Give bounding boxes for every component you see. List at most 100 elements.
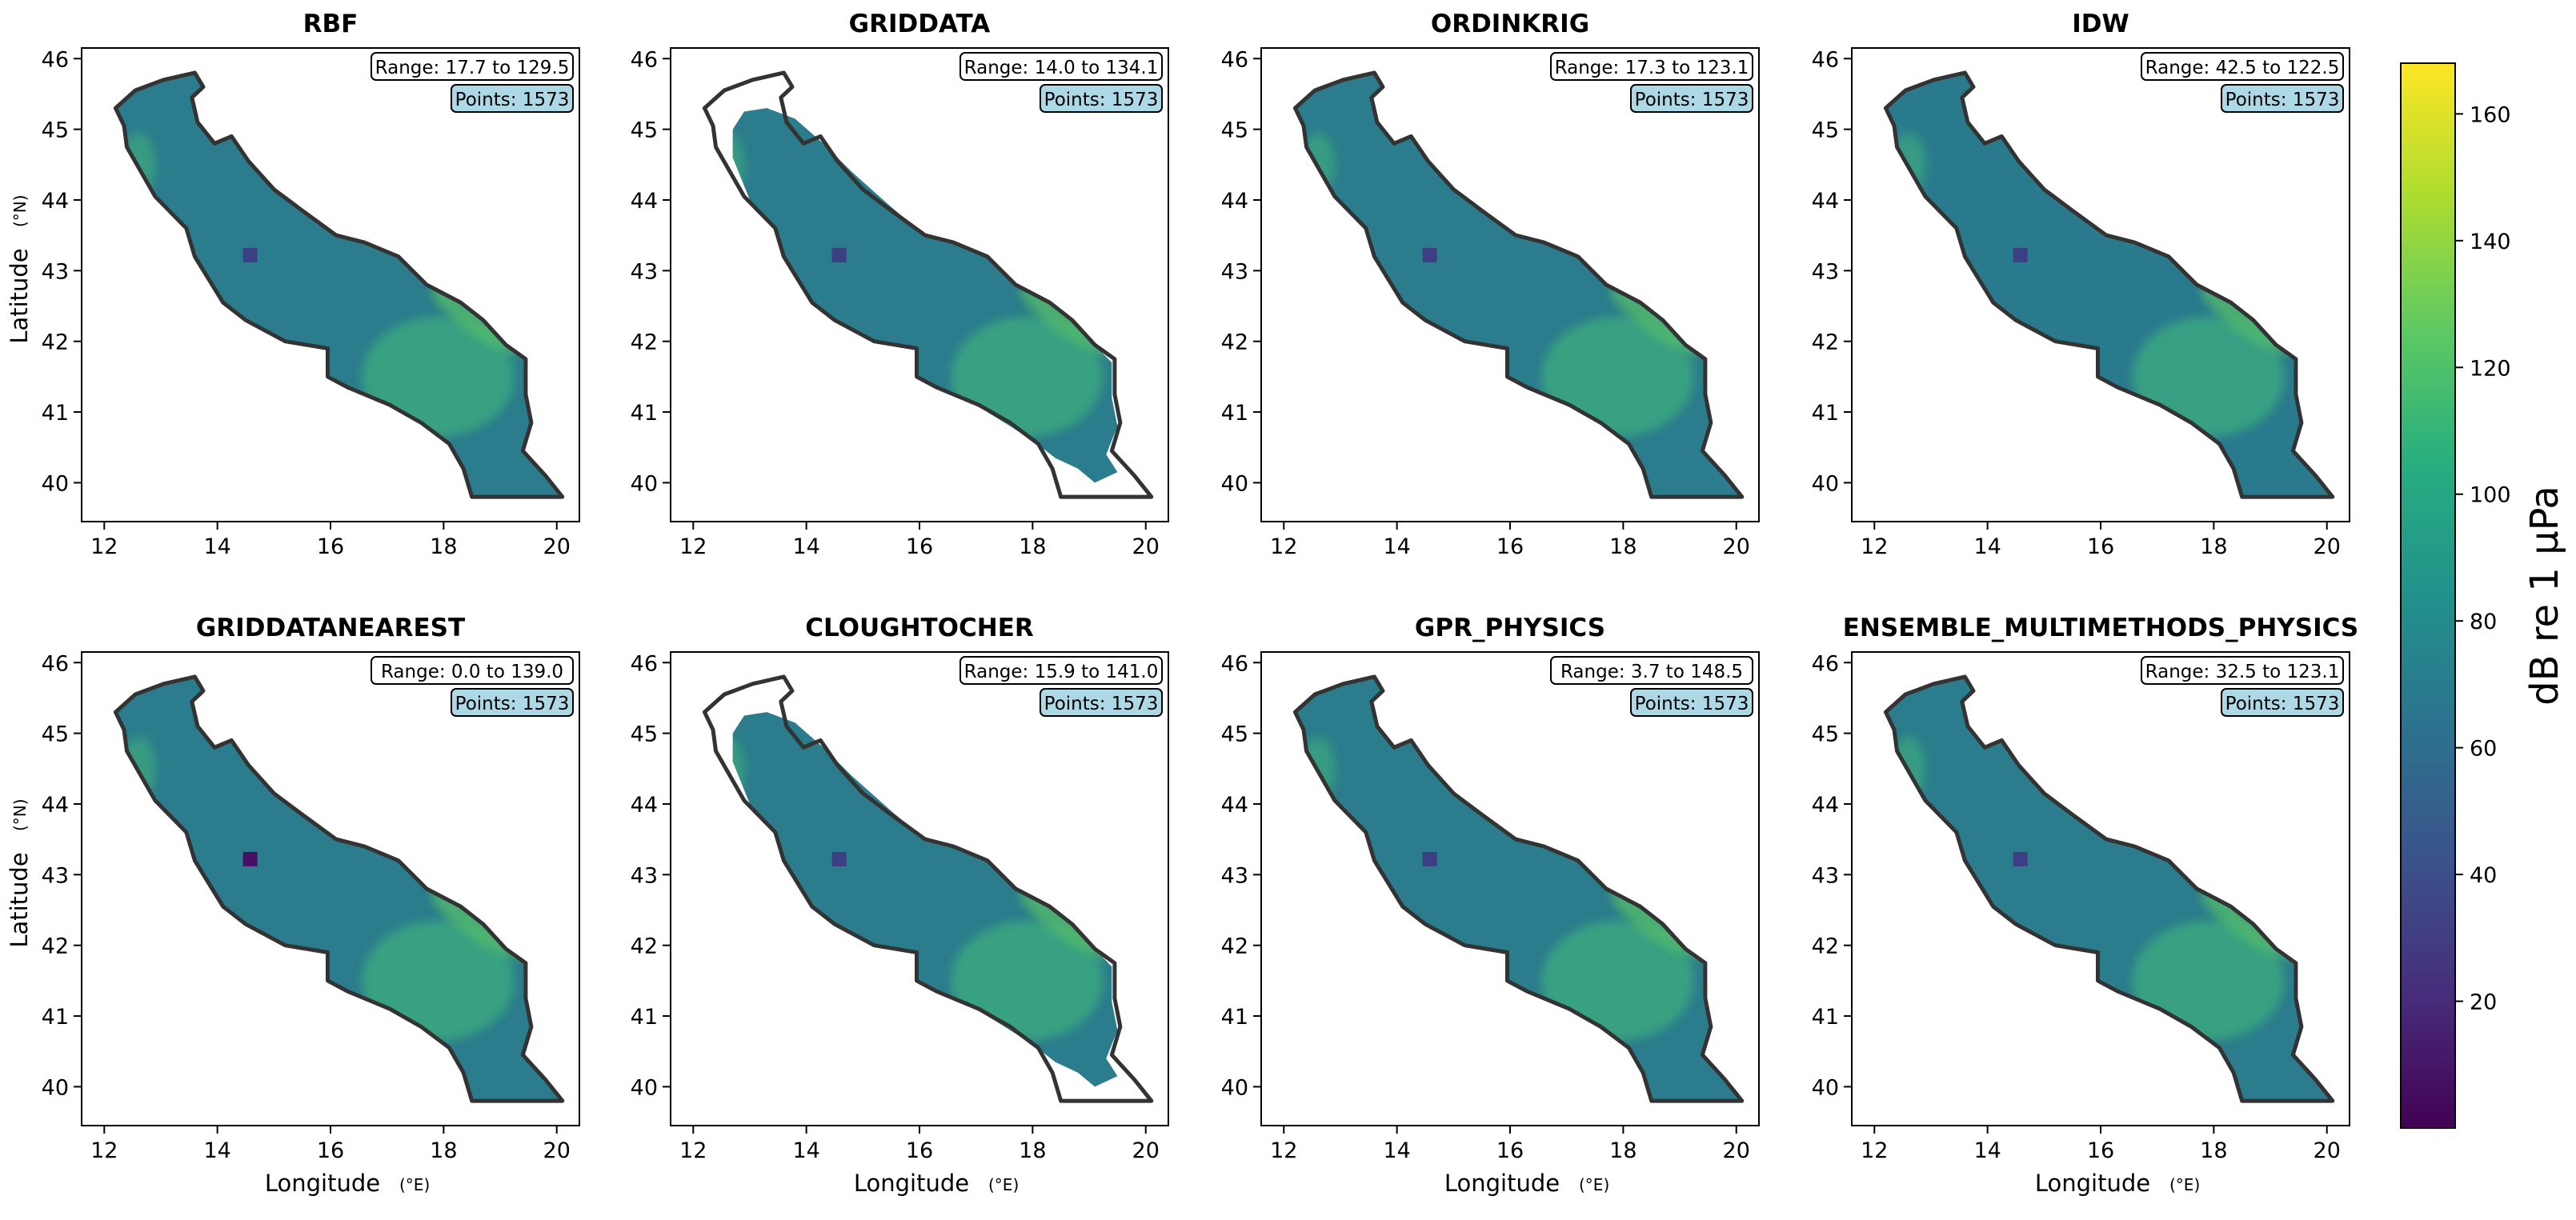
x-axis-unit: (°E) — [1579, 1175, 1609, 1194]
y-tick-label: 46 — [1812, 651, 1839, 676]
x-tick-label: 14 — [1383, 534, 1410, 559]
range-box-bg — [371, 52, 574, 81]
x-tick-label: 18 — [1609, 1138, 1637, 1163]
field-base — [1885, 72, 2333, 498]
y-tick-label: 41 — [1812, 401, 1839, 426]
x-tick-label: 20 — [543, 534, 571, 559]
x-tick-label: 12 — [1861, 1138, 1888, 1163]
y-tick-label: 44 — [1221, 189, 1248, 214]
y-tick-label: 40 — [631, 471, 658, 496]
y-tick-label: 45 — [42, 722, 69, 747]
y-tick-label: 42 — [1812, 330, 1839, 355]
y-tick-label: 40 — [1221, 471, 1248, 496]
x-axis-label-text: Longitude — [2035, 1170, 2150, 1197]
x-tick-label: 18 — [2200, 534, 2227, 559]
y-tick-label: 43 — [631, 863, 658, 888]
colorbar-gradient — [2400, 62, 2456, 1129]
x-axis-label-text: Longitude — [854, 1170, 969, 1197]
colorbar: 20 40 60 80 100 120 140 160 dB re 1 μPa — [2400, 62, 2567, 1129]
x-tick-label: 14 — [203, 534, 230, 559]
x-tick-label: 16 — [1496, 1138, 1524, 1163]
y-tick-label: 41 — [42, 401, 69, 426]
y-tick-label: 46 — [631, 47, 658, 72]
y-tick-label: 44 — [1812, 189, 1839, 214]
heatmap-field — [1295, 72, 1742, 498]
y-tick-label: 42 — [1812, 934, 1839, 959]
y-tick-label: 45 — [631, 118, 658, 143]
points-box: Points: 1573 — [1630, 688, 1753, 717]
field-low-spot — [242, 247, 258, 262]
x-axis-label: Longitude (°E) — [1444, 1170, 1609, 1197]
colorbar-tick-label: 20 — [2470, 990, 2497, 1015]
y-tick-label: 45 — [631, 722, 658, 747]
field-base — [115, 676, 563, 1102]
field-high-lobe — [2132, 316, 2285, 437]
y-tick-label: 46 — [631, 651, 658, 676]
x-axis-label-text: Longitude — [1444, 1170, 1560, 1197]
field-low-spot — [2013, 851, 2028, 866]
range-box-bg — [371, 656, 574, 685]
y-tick-label: 42 — [631, 330, 658, 355]
field-high-lobe — [951, 920, 1104, 1041]
y-tick-label: 42 — [42, 330, 69, 355]
field-base — [732, 108, 1118, 483]
field-low-spot — [1422, 247, 1437, 262]
x-tick-label: 18 — [1019, 1138, 1046, 1163]
points-text: Points: 1573 — [1044, 694, 1159, 714]
x-tick-label: 14 — [203, 1138, 230, 1163]
points-box: Points: 1573 — [1630, 84, 1753, 113]
y-axis-label: Latitude (°N) — [6, 194, 33, 343]
heatmap-field — [1885, 676, 2333, 1102]
x-tick-label: 12 — [1861, 534, 1888, 559]
range-text: Range: 32.5 to 123.1 — [2145, 662, 2340, 682]
field-low-spot — [831, 851, 847, 866]
range-box-bg — [1550, 656, 1753, 685]
y-tick-label: 45 — [1812, 118, 1839, 143]
range-text: Range: 42.5 to 122.5 — [2145, 58, 2340, 78]
range-box-bg — [2141, 656, 2344, 685]
points-box-bg — [1040, 84, 1163, 113]
x-tick-label: 16 — [906, 1138, 933, 1163]
range-text: Range: 0.0 to 139.0 — [381, 662, 563, 682]
x-tick-label: 16 — [317, 1138, 344, 1163]
points-box: Points: 1573 — [451, 84, 574, 113]
y-tick-label: 44 — [42, 189, 69, 214]
points-text: Points: 1573 — [1635, 694, 1749, 714]
y-axis-label: Latitude (°N) — [6, 798, 33, 947]
points-text: Points: 1573 — [1635, 90, 1749, 110]
y-tick-label: 46 — [1221, 651, 1248, 676]
range-box-bg — [1550, 52, 1753, 81]
y-tick-label: 45 — [1221, 722, 1248, 747]
points-box: Points: 1573 — [2221, 84, 2344, 113]
range-box-bg — [2141, 52, 2344, 81]
x-tick-label: 18 — [430, 1138, 457, 1163]
x-tick-label: 14 — [1383, 1138, 1410, 1163]
x-tick-label: 16 — [2087, 534, 2114, 559]
y-tick-label: 40 — [1221, 1075, 1248, 1100]
y-axis-label-text: Latitude — [6, 248, 33, 343]
subplot-idw: 12 14 16 18 20 40 41 42 43 44 45 46 IDW Range: 42.5 t… — [1812, 10, 2350, 559]
subplot-ensemble-multimethods-physics: 12 14 16 18 20 40 41 42 43 44 45 46ENSEMBLE_MULTIME… — [1812, 614, 2359, 1197]
y-tick-label: 46 — [1221, 47, 1248, 72]
points-box: Points: 1573 — [1040, 688, 1163, 717]
x-axis-unit: (°E) — [2169, 1175, 2200, 1194]
y-tick-label: 45 — [1812, 722, 1839, 747]
y-tick-label: 40 — [1812, 471, 1839, 496]
points-box: Points: 1573 — [1040, 84, 1163, 113]
subplot-title: RBF — [303, 10, 359, 38]
field-high-lobe — [2132, 920, 2285, 1041]
x-tick-label: 14 — [1973, 1138, 2001, 1163]
subplot-title: GPR_PHYSICS — [1415, 614, 1605, 642]
subplot-title: ORDINKRIG — [1431, 10, 1589, 38]
x-tick-label: 14 — [792, 534, 819, 559]
y-axis-unit: (°N) — [10, 194, 30, 227]
subplot-title: CLOUGHTOCHER — [805, 614, 1034, 642]
field-high-lobe — [951, 316, 1104, 437]
points-box-bg — [451, 688, 574, 717]
range-box: Range: 42.5 to 122.5 — [2141, 52, 2344, 81]
colorbar-tick-label: 160 — [2470, 102, 2511, 127]
range-box: Range: 15.9 to 141.0 — [959, 656, 1163, 685]
y-tick-label: 44 — [1221, 793, 1248, 818]
range-box-bg — [959, 52, 1163, 81]
y-tick-label: 43 — [42, 863, 69, 888]
